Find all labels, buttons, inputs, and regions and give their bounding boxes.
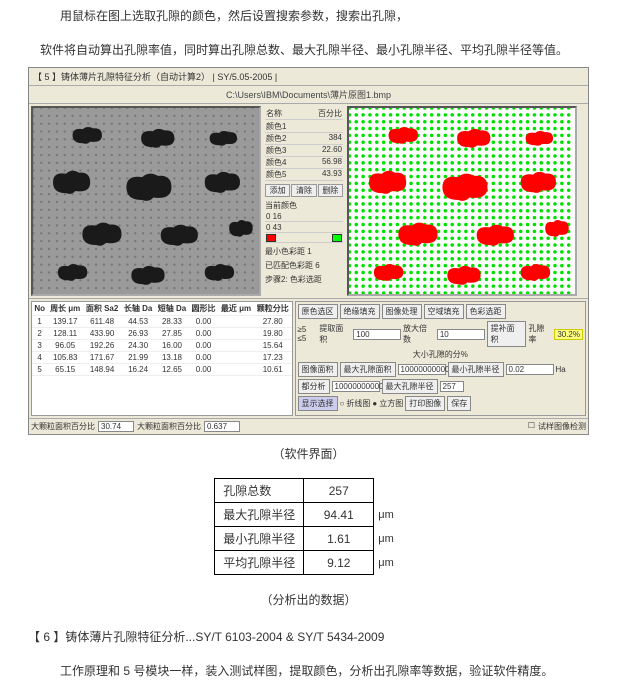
- ctrl-原色选区[interactable]: 原色选区: [298, 304, 338, 319]
- ctrl-色彩选距[interactable]: 色彩选距: [466, 304, 506, 319]
- footer-label-2: 大颗粒面积百分比: [137, 421, 201, 432]
- max-pore-input[interactable]: 10000000000: [398, 364, 446, 375]
- mid-header-name: 名称: [266, 108, 282, 119]
- mid-header-pct: 百分比: [318, 108, 342, 119]
- current-color-label: 当前颜色: [265, 200, 343, 211]
- matched-label: 已匹配色彩距 6: [265, 260, 343, 271]
- footer-label-1: 大颗粒面积百分比: [31, 421, 95, 432]
- paragraph-1: 用鼠标在图上选取孔隙的颜色，然后设置搜索参数，搜索出孔隙，: [0, 0, 617, 34]
- delete-button[interactable]: 删除: [318, 184, 343, 197]
- software-window: 【 5 】铸体薄片孔隙特征分析（自动计算2） | SY/5.05-2005 | …: [28, 67, 589, 435]
- analyze-button[interactable]: 都分析: [298, 379, 330, 394]
- cube-chart-radio[interactable]: 立方图: [379, 398, 403, 409]
- extract-area-label: 提取面积: [319, 323, 351, 345]
- ctrl-空域填充[interactable]: 空域填充: [424, 304, 464, 319]
- ctrl-绝缘填充[interactable]: 绝缘填充: [340, 304, 380, 319]
- big-area-label: 大小孔隙的分%: [413, 349, 468, 360]
- caption-software: （软件界面）: [0, 435, 617, 472]
- step-label: 步骤2: 色彩选距: [265, 274, 343, 285]
- data-table: No周长 μm面积 Sa2长轴 Da短轴 Da圆形比最近 μm颗粒分比1139.…: [31, 301, 293, 416]
- path-bar: C:\Users\IBM\Documents\薄片原图1.bmp: [29, 86, 588, 104]
- test-check-label[interactable]: 试样图像检测: [538, 421, 586, 432]
- result-table: 孔隙总数257最大孔隙半径94.41μm最小孔隙半径1.61μm平均孔隙半径9.…: [214, 478, 403, 575]
- print-button[interactable]: 打印图像: [405, 396, 445, 411]
- controls-panel: 原色选区绝缘填充图像处理空域填充色彩选距 ≥5 ≤5 提取面积 100 放大倍数…: [295, 301, 586, 416]
- max-area-input[interactable]: 10000000000: [332, 381, 380, 392]
- extract-area-input[interactable]: 100: [353, 329, 401, 340]
- min-gap-label: 最小色彩距 1: [265, 246, 343, 257]
- footer-val-1: 30.74: [98, 421, 134, 432]
- pore-rate-value: 30.2%: [554, 329, 583, 340]
- min-pore-radius-button[interactable]: 最小孔隙半径: [448, 362, 504, 377]
- pore-rate-label: 孔隙率: [528, 323, 552, 345]
- line-chart-radio[interactable]: 折线图: [346, 398, 370, 409]
- window-title: 【 5 】铸体薄片孔隙特征分析（自动计算2） | SY/5.05-2005 |: [29, 68, 588, 86]
- zoom-input[interactable]: 10: [437, 329, 485, 340]
- section-6-title: 【 6 】铸体薄片孔隙特征分析...SY/T 6103-2004 & SY/T …: [0, 618, 617, 655]
- ctrl-图像处理[interactable]: 图像处理: [382, 304, 422, 319]
- max-radius-button[interactable]: 最大孔隙半径: [382, 379, 438, 394]
- min-pore-input[interactable]: 0.02: [506, 364, 554, 375]
- right-image-view[interactable]: [347, 106, 577, 296]
- caption-data: （分析出的数据）: [0, 581, 617, 618]
- max-pore-area-button[interactable]: 最大孔隙面积: [340, 362, 396, 377]
- red-swatch[interactable]: [266, 234, 276, 242]
- green-swatch[interactable]: [332, 234, 342, 242]
- clear-button[interactable]: 清除: [291, 184, 316, 197]
- mid-panel: 名称百分比 颜色1颜色2384颜色322.60颜色456.98颜色543.93 …: [263, 106, 345, 296]
- paragraph-2: 软件将自动算出孔隙率值，同时算出孔隙总数、最大孔隙半径、最小孔隙半径、平均孔隙半…: [0, 34, 617, 68]
- show-select-button[interactable]: 显示选择: [298, 396, 338, 411]
- zoom-label: 放大倍数: [403, 323, 435, 345]
- footer-val-2: 0.637: [204, 421, 240, 432]
- fill-area-button[interactable]: 提补面积: [487, 321, 527, 347]
- paragraph-3: 工作原理和 5 号模块一样，装入测试样图，提取颜色，分析出孔隙率等数据，验证软件…: [0, 655, 617, 689]
- image-area-button[interactable]: 图像面积: [298, 362, 338, 377]
- add-button[interactable]: 添加: [265, 184, 290, 197]
- save-button[interactable]: 保存: [447, 396, 471, 411]
- left-image-view[interactable]: [31, 106, 261, 296]
